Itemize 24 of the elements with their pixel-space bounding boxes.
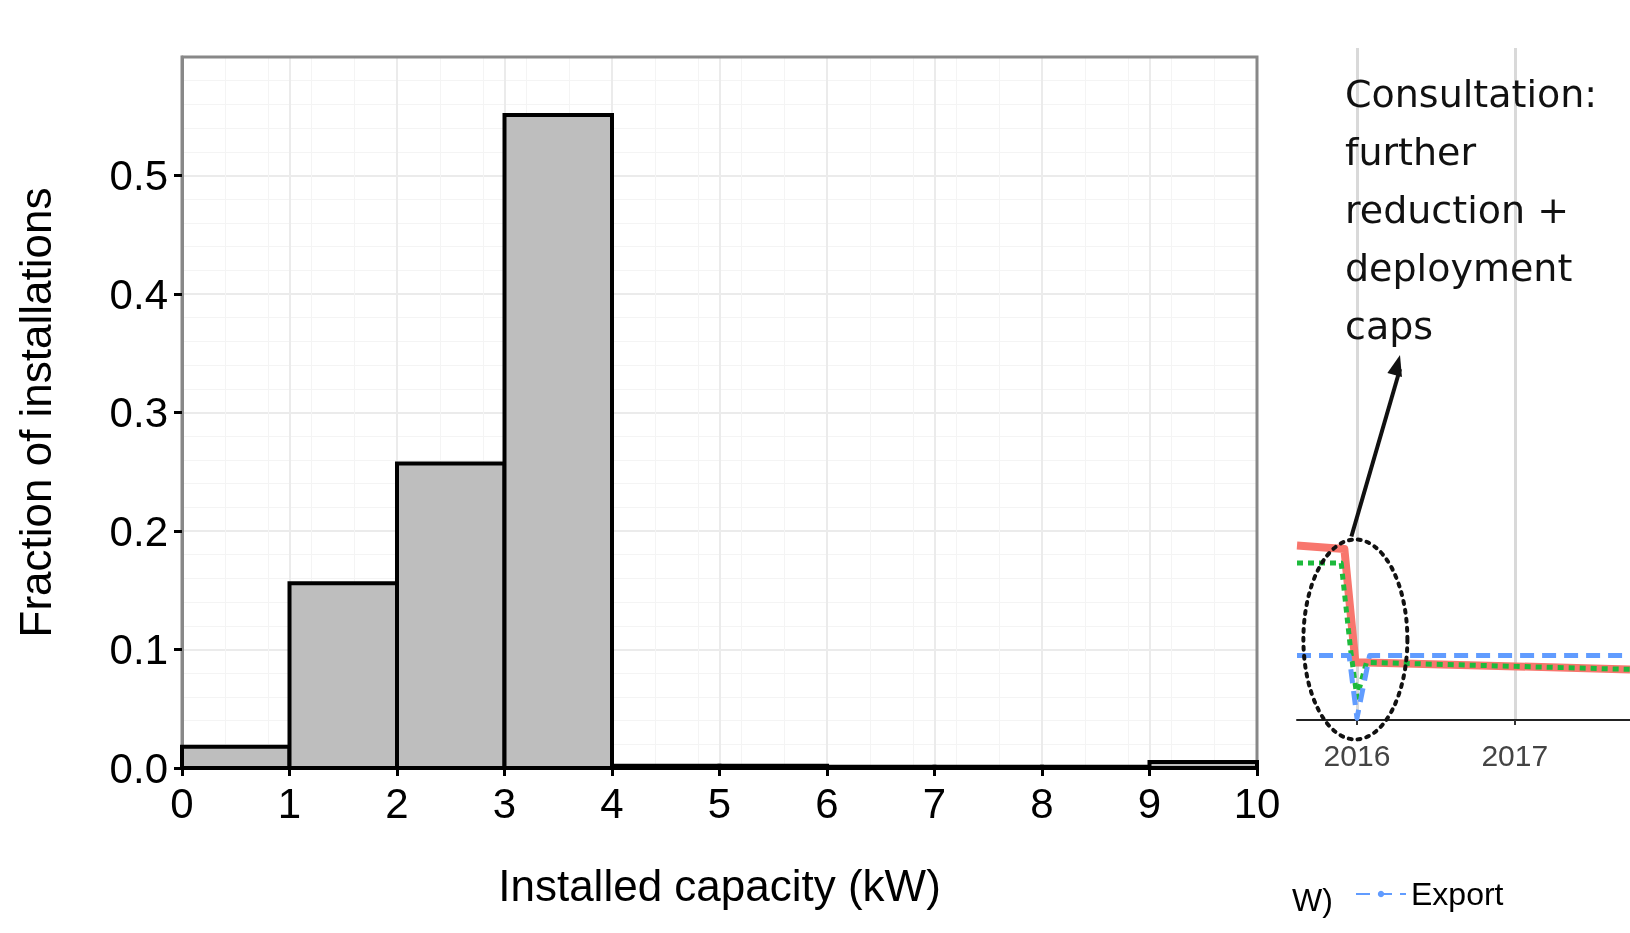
y-tick-label: 0.0 bbox=[109, 744, 168, 792]
x-tick-label: 8 bbox=[1030, 779, 1054, 827]
legend-label: Export bbox=[1411, 876, 1504, 912]
x-tick-label: 2016 bbox=[1323, 738, 1391, 772]
x-tick-label: 2 bbox=[385, 779, 409, 827]
x-tick-label: 5 bbox=[707, 779, 732, 827]
x-tick-label: 9 bbox=[1137, 779, 1162, 827]
y-tick-label: 0.4 bbox=[109, 270, 168, 318]
y-tick-label: 0.1 bbox=[109, 626, 168, 673]
x-axis-title: Installed capacity (kW) bbox=[498, 860, 941, 910]
x-tick-label: 1 bbox=[277, 779, 302, 827]
y-tick-label: 0.5 bbox=[109, 152, 168, 199]
text: W) bbox=[1292, 882, 1333, 919]
x-tick-label: 2017 bbox=[1481, 738, 1549, 772]
x-tick-label: 4 bbox=[600, 779, 624, 827]
y-axis-title: Fraction of installations bbox=[10, 187, 60, 638]
x-tick-label: 7 bbox=[922, 779, 947, 827]
x-tick-label: 10 bbox=[1233, 779, 1281, 827]
text: Consultation: further reduction + deployment caps bbox=[1345, 71, 1599, 350]
x-tick-label: 0 bbox=[170, 779, 194, 827]
x-tick-label: 3 bbox=[492, 779, 517, 827]
y-tick-label: 0.2 bbox=[109, 507, 168, 555]
y-tick-label: 0.3 bbox=[109, 389, 168, 436]
x-tick-label: 6 bbox=[815, 779, 839, 827]
